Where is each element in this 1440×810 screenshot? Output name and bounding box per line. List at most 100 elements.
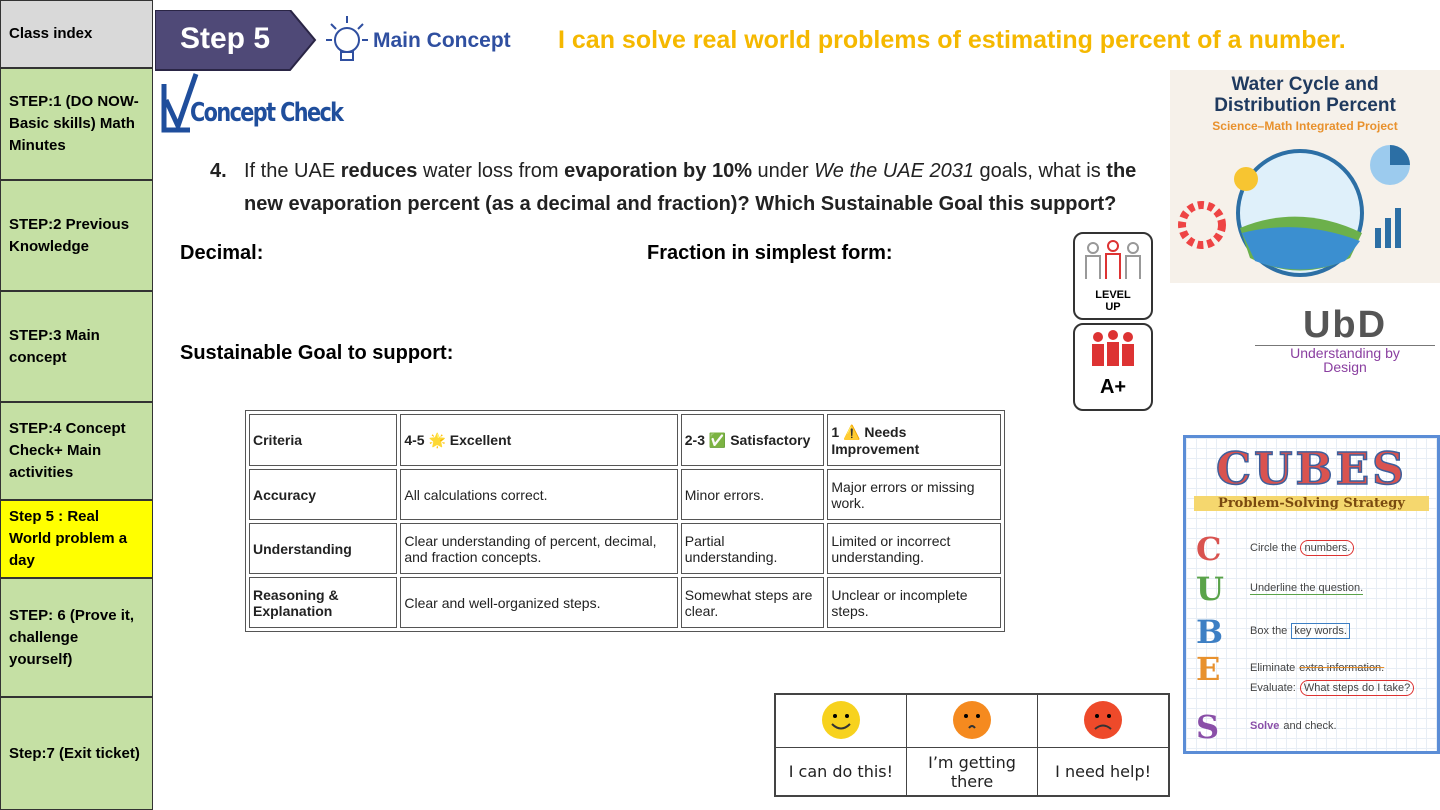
water-title: Water Cycle and Distribution Percent	[1214, 74, 1396, 116]
question: If the UAE reduces water loss from evapo…	[244, 155, 1164, 221]
rubric-heading: 1 ⚠️ Needs Improvement	[827, 414, 1001, 467]
rubric-cell: Limited or incorrect understanding.	[827, 523, 1001, 575]
sidebar-item: STEP:4 Concept Check+ Main activities	[0, 402, 153, 500]
goal-label: Sustainable Goal to support:	[180, 342, 454, 364]
rubric-heading: 2-3 ✅ Satisfactory	[680, 414, 825, 467]
face	[1084, 701, 1123, 739]
objective: I can solve real world problems of estim…	[558, 26, 1346, 54]
question-text: We the UAE 2031	[814, 160, 974, 182]
face-cell	[1037, 693, 1170, 748]
faces-row	[774, 693, 1170, 748]
question-text: If the UAE	[244, 160, 341, 182]
sidebar-item: Step:7 (Exit ticket)	[0, 697, 153, 810]
cubes-letter: U	[1196, 570, 1224, 608]
cubes-text: and check.	[1283, 720, 1337, 732]
rubric-row: Accuracy All calculations correct. Minor e…	[249, 469, 1001, 521]
cubes-text: numbers.	[1300, 540, 1355, 556]
cubes-text: Eliminate	[1250, 662, 1296, 674]
rubric-row: Reasoning & Explanation Clear and well-or…	[249, 577, 1001, 628]
sidebar-item: STEP:1 (DO NOW-Basic skills) Math Minute…	[0, 68, 153, 180]
level-up: LEVEL UP	[1095, 289, 1131, 313]
cubes-text: What steps do I take?	[1299, 680, 1415, 696]
sidebar-item: STEP:2 Previous Knowledge	[0, 180, 153, 291]
feedback-table: I can do this! I’m getting there I need he…	[774, 693, 1170, 797]
question-text: goals, what is	[973, 160, 1107, 182]
rubric-heading: 4-5 🌟 Excellent	[400, 414, 678, 467]
rubric-cell: Minor errors.	[680, 469, 825, 521]
main-concept: Main Concept	[373, 29, 511, 52]
sidebar-item: Class index	[0, 0, 153, 68]
ubd-subtitle: Understanding by Design	[1290, 345, 1400, 375]
concept-check: Concept Check	[190, 98, 344, 128]
feedback-label: I need help!	[1037, 747, 1170, 797]
question-text: reduces	[340, 160, 418, 182]
sidebar: Class index STEP:1 (DO NOW-Basic skills) …	[0, 0, 153, 810]
cubes-letter: C	[1196, 530, 1222, 568]
bulb-icon	[326, 16, 368, 61]
rubric-cell: Unclear or incomplete steps.	[827, 577, 1001, 628]
cubes-letter: B	[1196, 613, 1224, 651]
question-text: evaporation by 10%	[564, 160, 752, 182]
ubd-logo: UbD Understanding by Design	[1255, 305, 1435, 374]
cubes-line: Eliminate extra information.	[1250, 662, 1388, 674]
rubric-cell: Clear and well-organized steps.	[400, 577, 678, 628]
decimal-label: Decimal:	[180, 242, 264, 264]
cubes-line: Circle the numbers.	[1250, 540, 1358, 556]
a-plus-badge: A+	[1073, 323, 1153, 411]
rubric-row: Understanding Clear understanding of perc…	[249, 523, 1001, 575]
team-icon	[1092, 330, 1134, 366]
cubes-subtitle: Problem-Solving Strategy	[1194, 496, 1429, 511]
cubes-text: Circle the	[1250, 542, 1297, 554]
face	[821, 701, 860, 739]
cubes-line: Box the key words.	[1250, 623, 1354, 639]
question-text: the new evaporation percent (as a decima…	[244, 160, 1137, 215]
rubric-table: Criteria 4-5 🌟 Excellent 2-3 ✅ Satisfactor…	[245, 410, 1005, 632]
cubes-title: CUBES	[1215, 444, 1407, 495]
cubes-text: Evaluate:	[1250, 682, 1296, 694]
a-plus: A+	[1099, 376, 1127, 398]
rubric-cell: Accuracy	[249, 469, 398, 521]
water-subtitle: Science–Math Integrated Project	[1212, 119, 1398, 133]
cubes-text: Box the	[1250, 625, 1288, 637]
rubric-cell: Understanding	[249, 523, 398, 575]
rubric-cell: Somewhat steps are clear.	[680, 577, 825, 628]
cubes-text: key words.	[1291, 623, 1350, 639]
rubric-header: Criteria 4-5 🌟 Excellent 2-3 ✅ Satisfactor…	[249, 414, 1001, 467]
cubes-line: Solve and check.	[1250, 720, 1341, 732]
cubes-letter: S	[1196, 708, 1220, 746]
water-card: Water Cycle and Distribution Percent Sci…	[1170, 70, 1440, 283]
rubric-cell: Partial understanding.	[680, 523, 825, 575]
sidebar-item: Step 5 : Real World problem a day	[0, 500, 153, 578]
check-icon	[161, 73, 199, 133]
cubes-line: Underline the question.	[1250, 582, 1367, 595]
face-cell	[774, 693, 907, 748]
cubes-text: extra information.	[1299, 662, 1385, 674]
level-up-badge: LEVEL UP	[1073, 232, 1153, 320]
rubric-cell: Clear understanding of percent, decimal,…	[400, 523, 678, 575]
feedback-label: I can do this!	[774, 747, 907, 797]
cubes-line: Evaluate: What steps do I take?	[1250, 680, 1418, 696]
step-arrow	[155, 10, 317, 71]
ubd-title: UbD	[1255, 305, 1435, 346]
people-icon	[1085, 240, 1141, 279]
feedback-label: I’m getting there	[905, 747, 1039, 797]
rubric-cell: Reasoning & Explanation	[249, 577, 398, 628]
cubes-text: Underline the question.	[1250, 582, 1364, 595]
face	[952, 701, 991, 739]
rubric-cell: All calculations correct.	[400, 469, 678, 521]
cubes-poster: CUBES Problem-Solving Strategy C Circle t…	[1183, 435, 1440, 754]
cubes-text: Solve	[1250, 720, 1280, 732]
fraction-label: Fraction in simplest form:	[647, 242, 893, 264]
rubric-cell: Major errors or missing work.	[827, 469, 1001, 521]
question-text: under	[751, 160, 815, 182]
feedback-row: I can do this! I’m getting there I need he…	[774, 747, 1170, 797]
sidebar-item: STEP:3 Main concept	[0, 291, 153, 402]
water-graphic	[1178, 145, 1410, 277]
face-cell	[905, 693, 1039, 748]
question-text: water loss from	[417, 160, 565, 182]
question-number: 4.	[210, 160, 227, 182]
rubric-heading: Criteria	[249, 414, 398, 467]
cubes-letter: E	[1196, 650, 1221, 688]
sidebar-item: STEP: 6 (Prove it, challenge yourself)	[0, 578, 153, 697]
